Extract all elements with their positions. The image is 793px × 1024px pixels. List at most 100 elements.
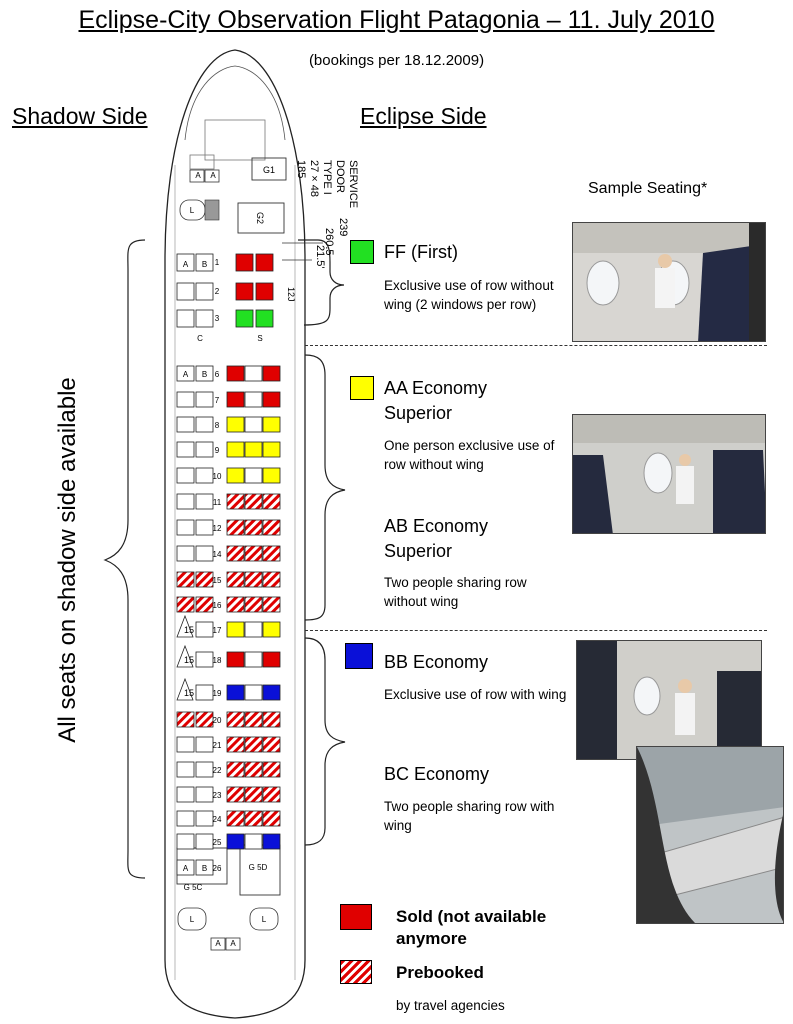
exit-marker: [176, 644, 194, 668]
wing-view-photo: [636, 746, 784, 924]
seat-left: [195, 859, 214, 876]
seat-right: [262, 391, 281, 408]
seat-right: [226, 441, 245, 458]
lav-rear-left-label: L: [190, 915, 195, 924]
bb-swatch: [345, 643, 373, 669]
seat-left: [176, 859, 195, 876]
economy-superior-photo: [572, 414, 766, 534]
seat-right: [226, 545, 245, 562]
seat-right: [262, 810, 281, 827]
seat-left: [176, 596, 195, 613]
door-dimension: 260.5: [323, 228, 335, 256]
seat-right: [244, 786, 263, 803]
seat-left: [176, 786, 195, 803]
row-number: 2: [215, 287, 220, 296]
seat-left: [176, 810, 195, 827]
row-number: 14: [213, 550, 222, 559]
seat-right: [226, 596, 245, 613]
seat-right: [244, 736, 263, 753]
seat-right: [244, 441, 263, 458]
cabin-fixtures: G1 G2: [176, 157, 287, 951]
seat-right: [244, 621, 263, 638]
seat-right: [262, 365, 281, 382]
ff-bracket: [298, 239, 345, 326]
divider-line: [305, 630, 767, 631]
shadow-side-heading: Shadow Side: [12, 103, 148, 129]
seat-right: [262, 786, 281, 803]
seat-letter: B: [202, 370, 207, 379]
seat-right: [226, 833, 245, 850]
seat-left: [176, 736, 195, 753]
seat-right: [262, 761, 281, 778]
aa-class-name: AA Economy Superior: [384, 378, 488, 423]
economy-brace: [304, 637, 346, 846]
seat-right: [244, 711, 263, 728]
seat-right: [262, 684, 281, 701]
seat-right: [244, 416, 263, 433]
seat-right: [244, 810, 263, 827]
seat-right: [244, 545, 263, 562]
door-annotation-line: TYPE I: [321, 160, 333, 195]
sold-swatch: [340, 904, 372, 930]
seat-right: [244, 493, 263, 510]
ff-class-name: FF (First): [384, 242, 458, 262]
seat-right: [244, 467, 263, 484]
exit-row-label: 15: [184, 625, 194, 635]
shadow-side-brace: [103, 239, 146, 879]
seat-left: [195, 711, 214, 728]
ff-swatch: [350, 240, 374, 264]
seat-right: [262, 493, 281, 510]
row-number: 3: [215, 314, 220, 323]
row-number: 1: [215, 258, 220, 267]
seat-left: [195, 441, 214, 458]
row-number: 19: [213, 689, 222, 698]
seat-right: [244, 761, 263, 778]
seat-right: [244, 365, 263, 382]
page-title: Eclipse-City Observation Flight Patagoni…: [78, 6, 715, 34]
seat-letter: A: [183, 260, 189, 269]
row-number: 26: [213, 864, 222, 873]
seat-right: [262, 467, 281, 484]
galley-5d-label: G 5D: [249, 863, 268, 872]
seat-letter: A: [210, 171, 216, 180]
seat-left: [195, 651, 214, 668]
seat-right: [262, 833, 281, 850]
economy-photo: [576, 640, 762, 760]
ab-class-desc: Two people sharing row without wing: [384, 575, 527, 609]
seat-left: [176, 761, 195, 778]
seat-letter: B: [202, 260, 207, 269]
row-number: 18: [213, 656, 222, 665]
label-12j: 12J: [286, 287, 296, 302]
door-annotation-line: SERVICE: [347, 160, 359, 208]
ff-class-desc: Exclusive use of row without wing (2 win…: [384, 278, 554, 312]
door-dimension: 21.5': [314, 245, 326, 269]
seat-right: [262, 596, 281, 613]
seat-right: [226, 810, 245, 827]
row-number: 23: [213, 791, 222, 800]
seat-right: [244, 833, 263, 850]
seat-right: [255, 309, 274, 328]
seat-right: [262, 416, 281, 433]
row-number: 25: [213, 838, 222, 847]
seat-left: [176, 441, 195, 458]
seat-right: [226, 519, 245, 536]
seat-right: [235, 282, 254, 301]
seat-right: [262, 545, 281, 562]
seat-right: [226, 365, 245, 382]
seat-right: [262, 519, 281, 536]
seat-left: [176, 571, 195, 588]
seat-right: [244, 571, 263, 588]
seat-left: [195, 571, 214, 588]
fuselage-outline: [164, 49, 306, 1019]
seat-right: [262, 571, 281, 588]
seat-left: [195, 736, 214, 753]
seat-left: [195, 519, 214, 536]
seat-right: [262, 621, 281, 638]
seat-right: [226, 786, 245, 803]
eclipse-side-heading: Eclipse Side: [360, 103, 487, 129]
seat-left: [195, 493, 214, 510]
sold-legend-label: Sold (not available anymore: [396, 907, 547, 948]
row-number: 15: [213, 576, 222, 585]
